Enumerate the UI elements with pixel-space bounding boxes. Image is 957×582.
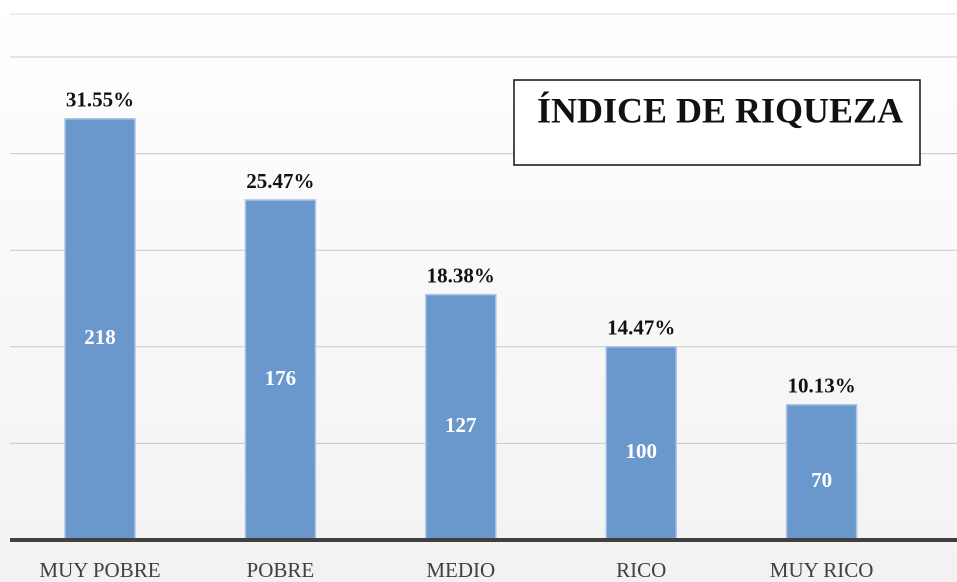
value-label: 70 (811, 468, 832, 492)
percent-label: 18.38% (427, 263, 495, 287)
plot: 31.55% 218 MUY POBRE 25.47% 176 POBRE 18.38% 12… (10, 56, 957, 582)
chart-title: ÍNDICE DE RIQUEZA (537, 90, 903, 130)
value-label: 100 (625, 439, 657, 463)
percent-label: 31.55% (66, 88, 134, 112)
x-tick-label: RICO (616, 558, 666, 582)
value-label: 218 (84, 325, 116, 349)
bar (244, 199, 317, 541)
x-tick-label: MUY POBRE (39, 558, 160, 582)
x-tick-label: MEDIO (426, 558, 495, 582)
bar (785, 404, 858, 541)
bar (605, 346, 677, 541)
bar (64, 118, 136, 541)
value-label: 176 (265, 366, 297, 390)
value-label: 127 (445, 413, 477, 437)
x-tick-label: POBRE (247, 558, 315, 582)
percent-label: 25.47% (246, 169, 314, 193)
x-tick-label: MUY RICO (770, 558, 874, 582)
percent-label: 10.13% (787, 374, 855, 398)
title-box (513, 79, 921, 166)
percent-label: 14.47% (607, 316, 675, 340)
